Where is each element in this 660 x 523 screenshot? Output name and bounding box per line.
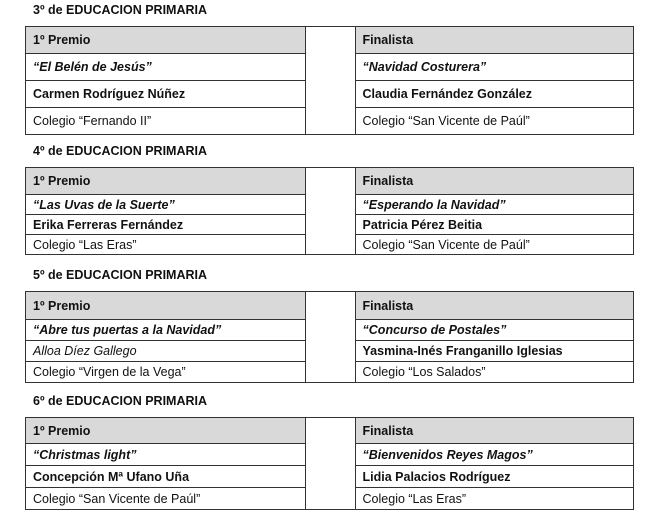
finalist-author: Claudia Fernández González xyxy=(354,80,635,108)
first-prize-author: Alloa Díez Gallego xyxy=(24,340,307,362)
finalist-header: Finalista xyxy=(354,417,635,444)
finalist-author: Patricia Pérez Beitia xyxy=(354,214,635,235)
spacer-column xyxy=(305,417,356,510)
first-prize-work: “Las Uvas de la Suerte” xyxy=(24,194,307,215)
spacer-column xyxy=(305,26,356,135)
awards-table: 1º Premio Finalista “El Belén de Jesús” … xyxy=(24,26,635,135)
finalist-school: Colegio “San Vicente de Paúl” xyxy=(354,107,635,135)
first-prize-school: Colegio “Virgen de la Vega” xyxy=(24,361,307,383)
finalist-work: “Navidad Costurera” xyxy=(354,53,635,81)
first-prize-header: 1º Premio xyxy=(24,167,307,195)
first-prize-author: Concepción Mª Ufano Uña xyxy=(24,465,307,488)
first-prize-header: 1º Premio xyxy=(24,291,307,320)
first-prize-header: 1º Premio xyxy=(24,26,307,54)
first-prize-work: “Abre tus puertas a la Navidad” xyxy=(24,319,307,341)
finalist-work: “Concurso de Postales” xyxy=(354,319,635,341)
spacer-column xyxy=(305,291,356,383)
finalist-author: Lidia Palacios Rodríguez xyxy=(354,465,635,488)
section-title: 4º de EDUCACION PRIMARIA xyxy=(33,144,208,158)
finalist-work: “Esperando la Navidad” xyxy=(354,194,635,215)
finalist-school: Colegio “Los Salados” xyxy=(354,361,635,383)
first-prize-author: Erika Ferreras Fernández xyxy=(24,214,307,235)
first-prize-header: 1º Premio xyxy=(24,417,307,444)
finalist-header: Finalista xyxy=(354,167,635,195)
finalist-header: Finalista xyxy=(354,291,635,320)
finalist-author: Yasmina-Inés Franganillo Iglesias xyxy=(354,340,635,362)
first-prize-school: Colegio “Las Eras” xyxy=(24,234,307,255)
first-prize-work: “Christmas light” xyxy=(24,443,307,466)
finalist-school: Colegio “Las Eras” xyxy=(354,487,635,510)
finalist-work: “Bienvenidos Reyes Magos” xyxy=(354,443,635,466)
finalist-header: Finalista xyxy=(354,26,635,54)
spacer-column xyxy=(305,167,356,255)
section-title: 6º de EDUCACION PRIMARIA xyxy=(33,394,208,408)
section-title: 5º de EDUCACION PRIMARIA xyxy=(33,268,208,282)
finalist-school: Colegio “San Vicente de Paúl” xyxy=(354,234,635,255)
first-prize-school: Colegio “Fernando II” xyxy=(24,107,307,135)
first-prize-author: Carmen Rodríguez Núñez xyxy=(24,80,307,108)
section-title: 3º de EDUCACION PRIMARIA xyxy=(33,3,208,17)
awards-table: 1º Premio Finalista “Abre tus puertas a … xyxy=(24,291,635,383)
first-prize-work: “El Belén de Jesús” xyxy=(24,53,307,81)
awards-table: 1º Premio Finalista “Las Uvas de la Suer… xyxy=(24,167,635,255)
awards-table: 1º Premio Finalista “Christmas light” “B… xyxy=(24,417,635,510)
first-prize-school: Colegio “San Vicente de Paúl” xyxy=(24,487,307,510)
